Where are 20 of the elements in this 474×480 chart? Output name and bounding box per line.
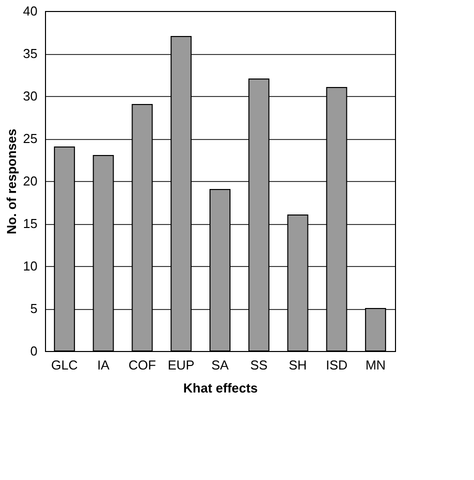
x-tick-label: MN <box>365 358 386 372</box>
x-tick-label: IA <box>97 358 110 372</box>
y-tick-label: 25 <box>23 131 38 146</box>
x-tick-label: COF <box>128 358 156 372</box>
y-tick-label: 0 <box>30 344 38 358</box>
x-tick-label: SA <box>211 358 229 372</box>
y-tick-label: 40 <box>23 4 38 18</box>
x-tick-label: GLC <box>51 358 78 372</box>
y-tick-label: 30 <box>23 88 38 104</box>
y-tick-label: 10 <box>23 258 38 274</box>
y-tick-label: 5 <box>30 301 38 316</box>
x-axis-title: Khat effects <box>183 380 258 396</box>
y-tick-label: 15 <box>23 216 38 231</box>
x-tick-label: EUP <box>168 358 194 372</box>
y-tick-label: 35 <box>23 46 38 61</box>
x-tick-label: SH <box>288 358 307 372</box>
x-tick-label: SS <box>250 358 268 372</box>
y-axis-title: No. of responses <box>4 128 20 234</box>
x-tick-label: ISD <box>326 358 348 372</box>
y-tick-label: 20 <box>23 174 38 188</box>
